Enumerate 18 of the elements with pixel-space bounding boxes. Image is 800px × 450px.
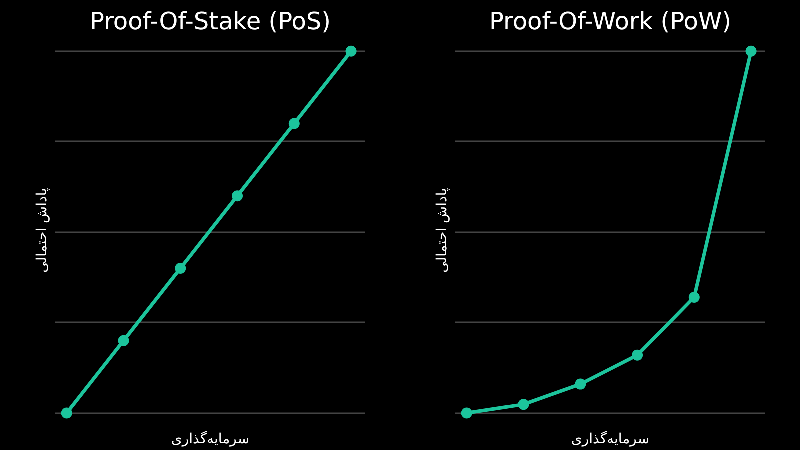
y-axis-title: پاداش احتمالی xyxy=(434,188,450,273)
x-axis-title: سرمایه‌گذاری xyxy=(171,430,250,448)
point xyxy=(61,408,72,419)
point xyxy=(632,350,644,361)
point xyxy=(232,190,244,202)
point xyxy=(175,263,186,274)
point xyxy=(746,46,757,57)
point xyxy=(461,408,472,419)
chart-title: Proof-Of-Work (PoW) xyxy=(489,8,732,36)
point xyxy=(118,335,130,346)
point xyxy=(288,118,300,130)
y-axis-title: پاداش احتمالی xyxy=(34,188,50,273)
point xyxy=(518,399,530,410)
point xyxy=(688,292,700,303)
point xyxy=(346,46,357,57)
chart-title: Proof-Of-Stake (PoS) xyxy=(90,8,331,36)
point xyxy=(575,378,586,390)
x-axis-title: سرمایه‌گذاری xyxy=(571,430,650,448)
